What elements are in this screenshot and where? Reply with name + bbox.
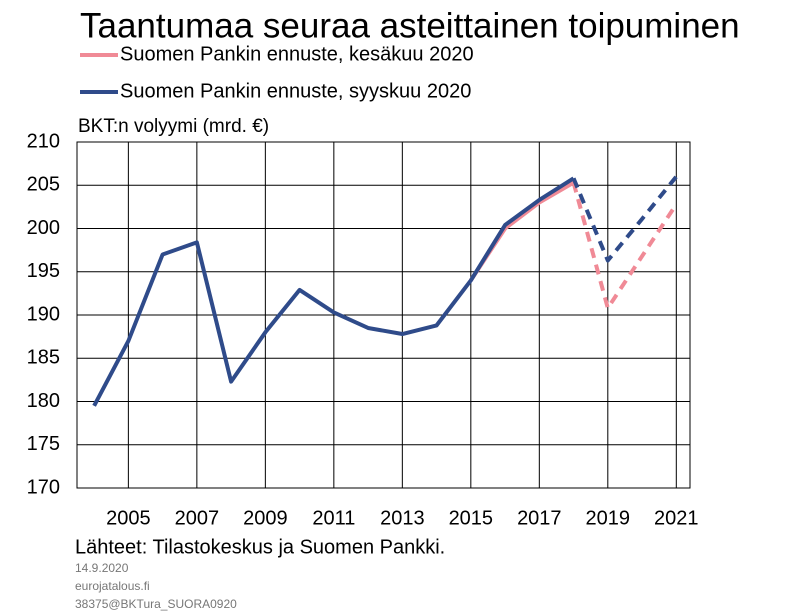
series-line bbox=[92, 176, 575, 407]
x-tick-label: 2017 bbox=[517, 507, 562, 529]
y-tick-label: 190 bbox=[27, 303, 60, 325]
y-tick-label: 175 bbox=[27, 433, 60, 455]
x-tick-label: 2011 bbox=[312, 507, 355, 529]
x-tick-label: 2005 bbox=[106, 507, 151, 529]
x-tick-label: 2013 bbox=[380, 507, 425, 529]
y-tick-label: 205 bbox=[27, 174, 60, 196]
forecast-line bbox=[571, 182, 678, 311]
legend-label: Suomen Pankin ennuste, syyskuu 2020 bbox=[120, 80, 471, 102]
y-tick-label: 200 bbox=[27, 217, 60, 239]
y-tick-label: 180 bbox=[27, 390, 60, 412]
y-tick-label: 195 bbox=[27, 260, 60, 282]
x-tick-label: 2019 bbox=[586, 507, 631, 529]
footnote: 14.9.2020 bbox=[75, 561, 129, 575]
x-tick-label: 2007 bbox=[175, 507, 220, 529]
footnote: 38375@BKTura_SUORA0920 bbox=[75, 597, 237, 611]
y-tick-label: 170 bbox=[27, 476, 60, 498]
y-tick-label: 185 bbox=[27, 347, 60, 369]
chart-title: Taantumaa seuraa asteittainen toipuminen bbox=[80, 6, 740, 45]
y-tick-label: 210 bbox=[27, 130, 60, 152]
y-axis-label: BKT:n volyymi (mrd. €) bbox=[78, 116, 269, 137]
footnote: eurojatalous.fi bbox=[75, 579, 150, 593]
plot-frame bbox=[76, 141, 691, 489]
legend-label: Suomen Pankin ennuste, kesäkuu 2020 bbox=[120, 43, 474, 65]
x-tick-label: 2009 bbox=[243, 507, 288, 529]
x-tick-label: 2015 bbox=[449, 507, 494, 529]
forecast-line bbox=[571, 175, 678, 263]
x-tick-label: 2021 bbox=[654, 507, 699, 529]
series-line bbox=[469, 180, 575, 282]
source: Lähteet: Tilastokeskus ja Suomen Pankki. bbox=[75, 536, 445, 558]
